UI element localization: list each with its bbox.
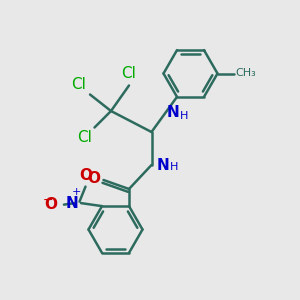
Text: O: O	[79, 168, 92, 183]
Text: Cl: Cl	[122, 66, 136, 81]
Text: O: O	[87, 171, 100, 186]
Text: −: −	[43, 194, 53, 207]
Text: H: H	[180, 111, 188, 121]
Text: Cl: Cl	[70, 76, 86, 92]
Text: +: +	[72, 187, 81, 196]
Text: N: N	[157, 158, 170, 172]
Text: N: N	[167, 105, 180, 120]
Text: H: H	[169, 162, 178, 172]
Text: CH₃: CH₃	[236, 68, 256, 79]
Text: N: N	[66, 196, 79, 211]
Text: Cl: Cl	[76, 130, 92, 146]
Text: O: O	[44, 197, 57, 212]
